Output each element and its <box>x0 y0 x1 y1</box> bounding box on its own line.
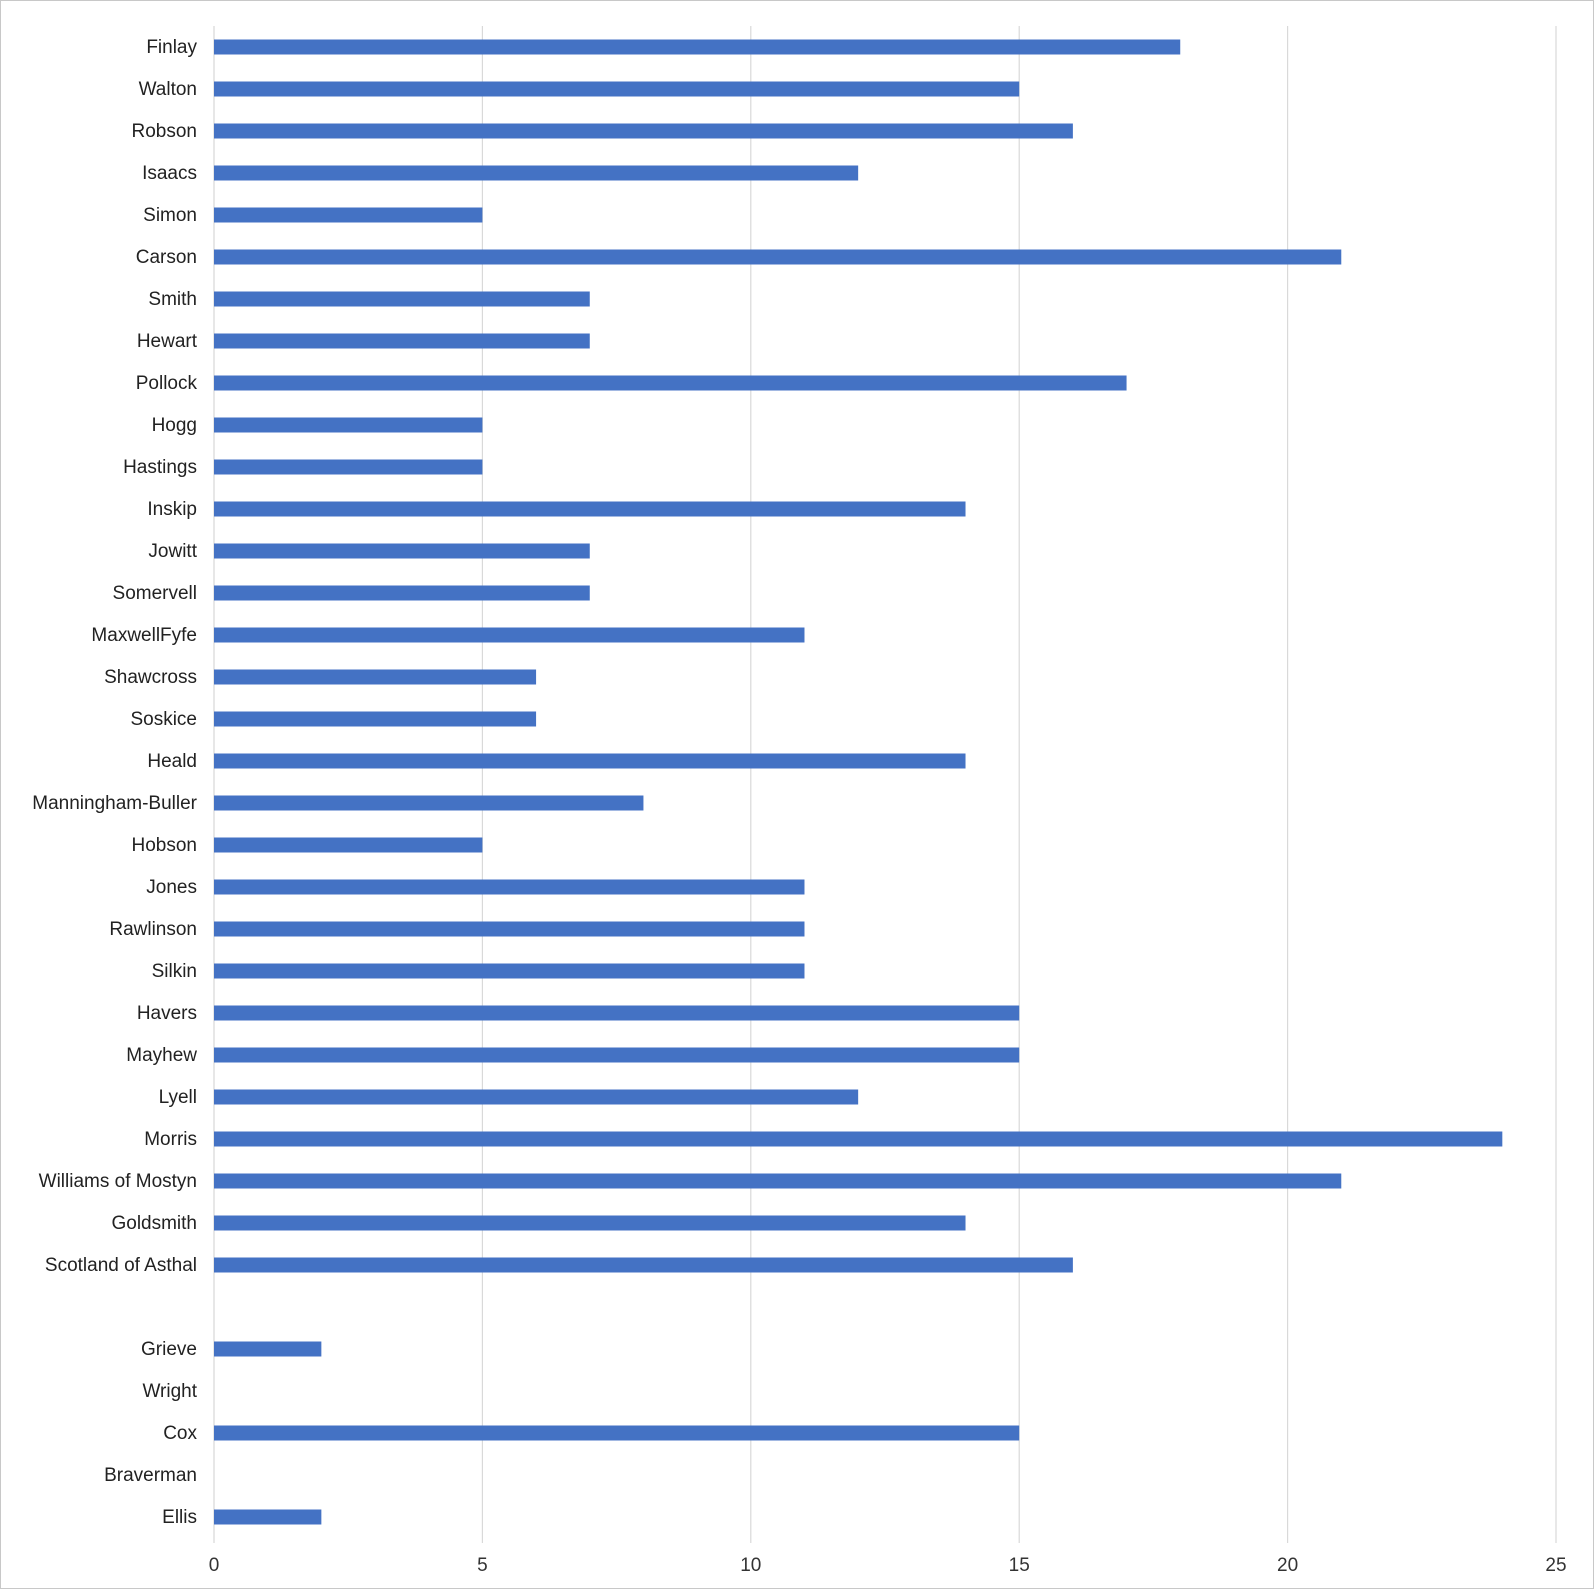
x-tick-label: 10 <box>740 1555 761 1576</box>
category-label: Isaacs <box>142 163 197 184</box>
bar-walton <box>214 81 1020 97</box>
category-label: Heald <box>147 751 197 772</box>
bar-morris <box>214 1131 1503 1147</box>
category-label: Jones <box>146 877 197 898</box>
category-label: Hogg <box>152 415 197 436</box>
category-label: Hewart <box>137 331 198 352</box>
bar-ellis <box>214 1509 322 1525</box>
category-label: Carson <box>136 247 197 268</box>
bar-williams-of-mostyn <box>214 1173 1342 1189</box>
category-label: Scotland of Asthal <box>45 1255 197 1276</box>
bar-manningham-buller <box>214 795 644 811</box>
category-label: Robson <box>132 121 198 142</box>
category-label: Walton <box>139 79 197 100</box>
bar-rawlinson <box>214 921 805 937</box>
bar-hastings <box>214 459 483 475</box>
bar-heald <box>214 753 966 769</box>
bar-soskice <box>214 711 537 727</box>
category-label: Silkin <box>152 961 197 982</box>
category-label: Pollock <box>136 373 198 394</box>
bar-mayhew <box>214 1047 1020 1063</box>
bar-goldsmith <box>214 1215 966 1231</box>
bar-somervell <box>214 585 590 601</box>
x-tick-label: 15 <box>1009 1555 1030 1576</box>
bar-simon <box>214 207 483 223</box>
category-label: Braverman <box>104 1465 197 1486</box>
x-tick-label: 0 <box>209 1555 220 1576</box>
bar-isaacs <box>214 165 859 181</box>
category-label: Havers <box>137 1003 197 1024</box>
bar-carson <box>214 249 1342 265</box>
bar-finlay <box>214 39 1181 55</box>
category-label: Grieve <box>141 1339 197 1360</box>
bar-hobson <box>214 837 483 853</box>
category-label: Jowitt <box>148 541 197 562</box>
bar-cox <box>214 1425 1020 1441</box>
x-tick-label: 20 <box>1277 1555 1298 1576</box>
category-label: Inskip <box>147 499 197 520</box>
x-tick-label: 5 <box>477 1555 488 1576</box>
bar-smith <box>214 291 590 307</box>
bar-pollock <box>214 375 1127 391</box>
bar-inskip <box>214 501 966 517</box>
bar-silkin <box>214 963 805 979</box>
category-label: Williams of Mostyn <box>39 1171 197 1192</box>
category-label: Hastings <box>123 457 197 478</box>
bar-maxwellfyfe <box>214 627 805 643</box>
category-label: Rawlinson <box>109 919 197 940</box>
category-label: Shawcross <box>104 667 197 688</box>
bar-jones <box>214 879 805 895</box>
bar-lyell <box>214 1089 859 1105</box>
category-label: Ellis <box>162 1507 197 1528</box>
category-label: Goldsmith <box>111 1213 197 1234</box>
category-label: Soskice <box>130 709 197 730</box>
bar-jowitt <box>214 543 590 559</box>
bar-robson <box>214 123 1073 139</box>
category-label: Morris <box>144 1129 197 1150</box>
bar-havers <box>214 1005 1020 1021</box>
category-label: Finlay <box>146 37 197 58</box>
category-label: Simon <box>143 205 197 226</box>
x-tick-label: 25 <box>1545 1555 1566 1576</box>
bar-grieve <box>214 1341 322 1357</box>
category-label: Hobson <box>132 835 198 856</box>
category-label: Lyell <box>159 1087 197 1108</box>
category-label: Somervell <box>113 583 197 604</box>
category-label: MaxwellFyfe <box>91 625 197 646</box>
category-label: Smith <box>148 289 197 310</box>
category-label: Wright <box>142 1381 197 1402</box>
bar-scotland-of-asthal <box>214 1257 1073 1273</box>
bar-hewart <box>214 333 590 349</box>
bar-shawcross <box>214 669 537 685</box>
bar-hogg <box>214 417 483 433</box>
category-label: Cox <box>163 1423 197 1444</box>
category-label: Manningham-Buller <box>32 793 197 814</box>
category-label: Mayhew <box>126 1045 197 1066</box>
